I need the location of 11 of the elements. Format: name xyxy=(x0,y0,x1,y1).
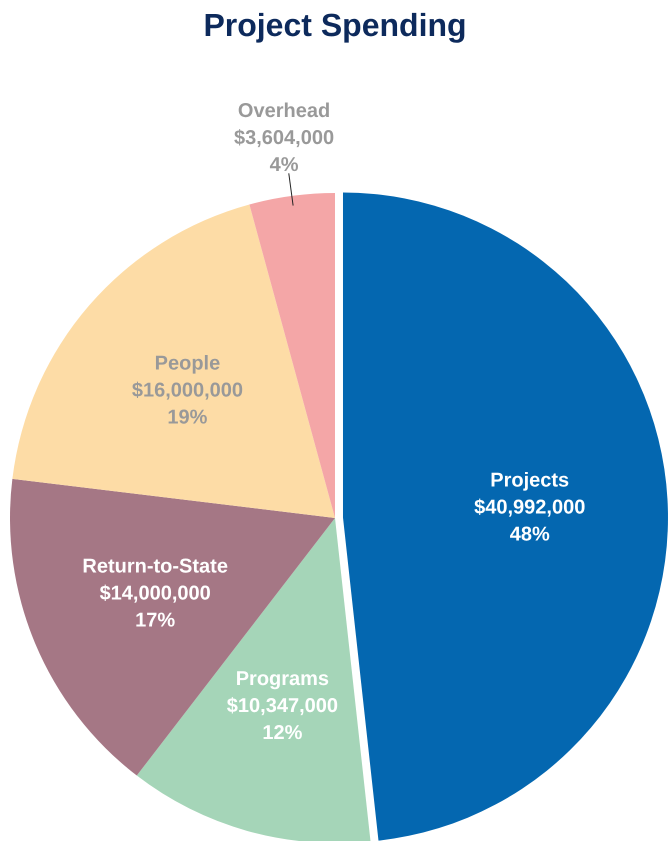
slice-label: Projects xyxy=(490,469,570,492)
slice-label: Overhead xyxy=(238,100,330,122)
slice-label: People xyxy=(154,352,220,375)
data-label: $14,000,000 17% xyxy=(100,582,211,632)
chart-title: Project Spending xyxy=(203,7,467,43)
data-label: $3,604,000 4% xyxy=(234,126,334,176)
slice-label: Programs xyxy=(236,668,330,690)
slice-label: Return-to-State xyxy=(82,555,228,578)
data-label: $40,992,000 48% xyxy=(474,496,586,546)
data-label: $16,000,000 19% xyxy=(132,380,244,429)
data-label: $10,347,000 12% xyxy=(226,694,338,744)
